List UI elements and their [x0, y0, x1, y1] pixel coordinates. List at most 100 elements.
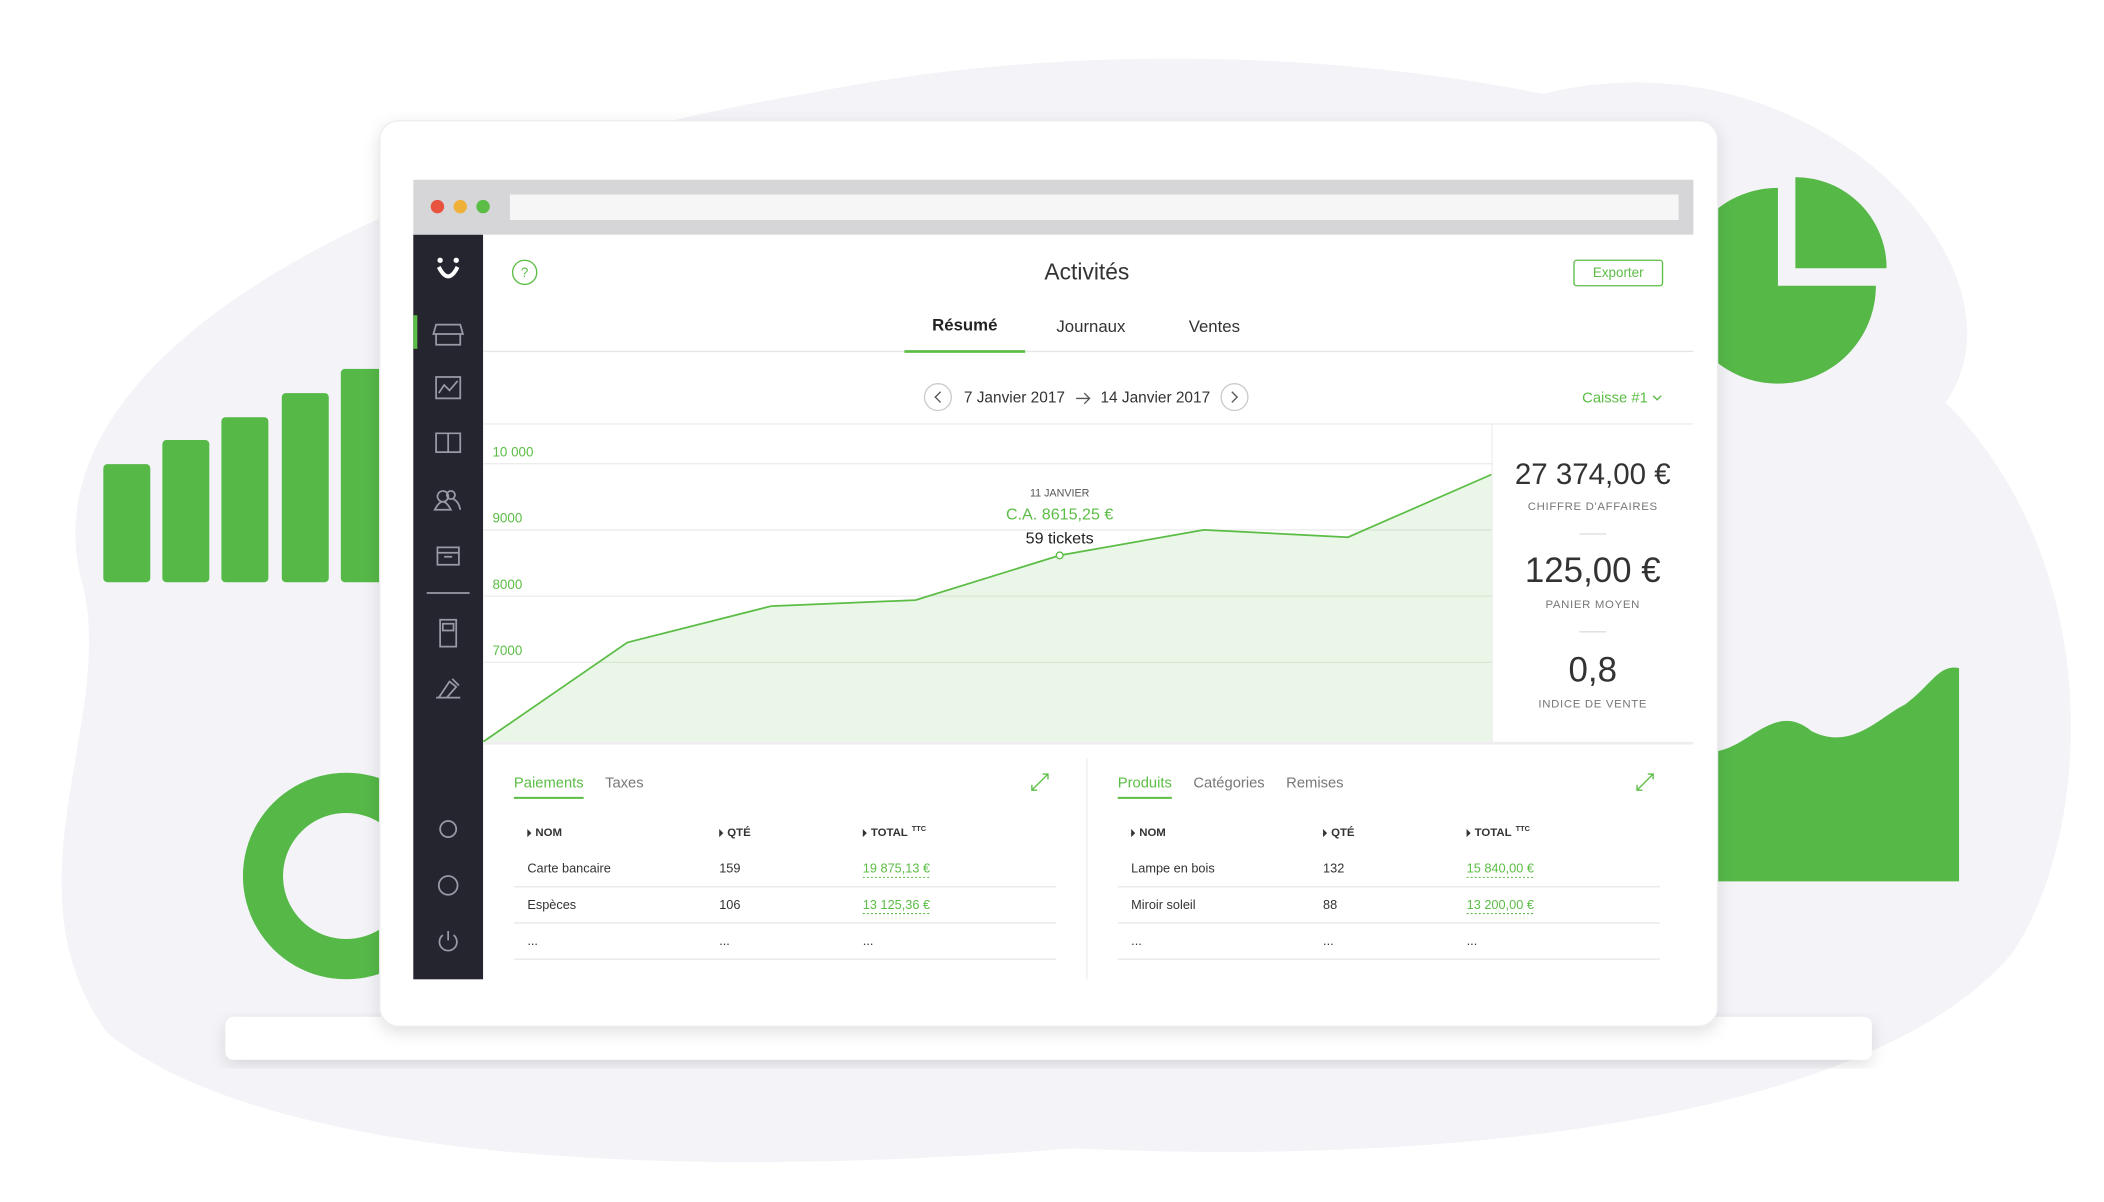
- expand-icon: [1031, 773, 1049, 791]
- icon-box[interactable]: [436, 546, 460, 566]
- table-cell: ...: [527, 933, 538, 948]
- export-button-label: Exporter: [1593, 265, 1644, 280]
- panel-tab[interactable]: Remises: [1286, 775, 1343, 791]
- kpi-label: CHIFFRE D'AFFAIRES: [1528, 501, 1658, 513]
- icon-users[interactable]: [433, 490, 462, 511]
- date-arrow: [1076, 392, 1091, 405]
- window-close[interactable]: [430, 199, 445, 214]
- y-tick-label: 8000: [492, 577, 522, 592]
- register-select[interactable]: Caisse #1: [1582, 390, 1648, 406]
- panel-tab[interactable]: Paiements: [514, 775, 584, 791]
- table-cell[interactable]: 19 875,13 €: [863, 861, 930, 876]
- panel-tab[interactable]: Produits: [1118, 775, 1172, 791]
- kpi-value: 0,8: [1569, 650, 1617, 689]
- expand-button[interactable]: [1636, 773, 1654, 791]
- column-header[interactable]: QTÉ: [727, 826, 751, 839]
- date-prev[interactable]: [923, 383, 953, 412]
- table-cell: 132: [1323, 861, 1344, 876]
- logo-dot: [453, 257, 459, 263]
- logo-smile: [436, 266, 460, 279]
- line: [482, 473, 1493, 743]
- url-bar[interactable]: [509, 194, 1679, 221]
- window-minimize[interactable]: [453, 199, 467, 214]
- logo-dot: [437, 257, 443, 263]
- y-tick-label: 10 000: [492, 444, 533, 459]
- table-cell: 159: [719, 861, 740, 876]
- sidebar: [413, 234, 484, 980]
- deco-bar: [281, 393, 329, 583]
- panel-tab[interactable]: Catégories: [1193, 775, 1264, 791]
- panel-tab-underline: [513, 796, 584, 799]
- table-cell: 106: [719, 897, 740, 912]
- icon-book[interactable]: [435, 432, 462, 453]
- table-cell[interactable]: 13 200,00 €: [1467, 897, 1534, 912]
- date-start[interactable]: 7 Janvier 2017: [964, 390, 1065, 407]
- icon-terminal[interactable]: [439, 618, 458, 648]
- expand-icon: [1636, 773, 1654, 791]
- help-button[interactable]: [511, 259, 538, 286]
- point: [1055, 551, 1064, 560]
- sidebar-active-indicator: [413, 315, 418, 349]
- column-header[interactable]: QTÉ: [1331, 826, 1355, 839]
- icon-chart[interactable]: [435, 376, 462, 400]
- column-header[interactable]: NOM: [535, 827, 562, 839]
- expand-button[interactable]: [1031, 773, 1049, 791]
- page-title: Activités: [1044, 259, 1129, 285]
- sort-arrow[interactable]: [1323, 829, 1328, 838]
- table-cell: ...: [1467, 933, 1478, 948]
- export-button[interactable]: [1573, 259, 1664, 287]
- table-cell[interactable]: 13 125,36 €: [863, 897, 930, 912]
- table-cell: Lampe en bois: [1131, 861, 1215, 876]
- table-cell: ...: [863, 933, 874, 948]
- table-cell: Carte bancaire: [527, 861, 611, 876]
- tab[interactable]: Ventes: [1189, 317, 1240, 336]
- window-maximize[interactable]: [476, 199, 490, 214]
- table-cell: ...: [719, 933, 730, 948]
- column-header-sup: TTC: [912, 824, 927, 833]
- kpi-label: PANIER MOYEN: [1545, 599, 1640, 611]
- deco-bar: [221, 417, 269, 583]
- deco-bar: [103, 464, 151, 583]
- sort-arrow[interactable]: [527, 829, 532, 838]
- tooltip-date: 11 JANVIER: [1030, 488, 1090, 500]
- panel-tab-underline: [1117, 796, 1172, 799]
- area-fill: [483, 474, 1493, 742]
- logo[interactable]: [436, 257, 460, 279]
- panel-tab[interactable]: Taxes: [605, 775, 644, 791]
- icon-store[interactable]: [432, 323, 465, 346]
- icon-help[interactable]: [437, 875, 459, 896]
- sort-arrow[interactable]: [1466, 829, 1471, 838]
- date-prev-arrow: [934, 391, 942, 403]
- chart: 10 000 9000 8000 7000 11 JANVIER C.A. 8615,25…: [482, 444, 1493, 743]
- date-end[interactable]: 14 Janvier 2017: [1100, 390, 1210, 407]
- icon-settings[interactable]: [439, 820, 458, 838]
- deco-bar: [162, 440, 210, 583]
- table-cell[interactable]: 15 840,00 €: [1467, 861, 1534, 876]
- column-header[interactable]: TOTAL: [871, 827, 908, 839]
- kpi-value: 125,00 €: [1525, 551, 1661, 590]
- sort-arrow[interactable]: [719, 829, 724, 838]
- column-header[interactable]: TOTAL: [1475, 827, 1512, 839]
- table-cell: 88: [1323, 897, 1337, 912]
- y-tick-label: 7000: [492, 643, 522, 658]
- tab[interactable]: Résumé: [932, 315, 997, 334]
- sort-arrow[interactable]: [862, 829, 867, 838]
- kpi-label: INDICE DE VENTE: [1538, 698, 1647, 710]
- icon-tools[interactable]: [436, 678, 461, 699]
- icon-power[interactable]: [438, 931, 458, 952]
- kpi-value: 27 374,00 €: [1515, 458, 1671, 491]
- sort-arrow[interactable]: [1131, 829, 1136, 838]
- date-next[interactable]: [1220, 383, 1249, 412]
- chart-bottom-divider: [483, 741, 1694, 745]
- column-header[interactable]: NOM: [1139, 827, 1166, 839]
- date-next-arrow: [1231, 391, 1239, 403]
- deco-pie: [1679, 187, 1876, 384]
- tooltip-revenue: C.A. 8615,25 €: [1006, 505, 1113, 523]
- table-cell: Espèces: [527, 897, 576, 912]
- table-cell: ...: [1131, 933, 1142, 948]
- tab[interactable]: Journaux: [1056, 317, 1126, 336]
- table-cell: Miroir soleil: [1131, 897, 1195, 912]
- tooltip-tickets: 59 tickets: [1026, 530, 1094, 548]
